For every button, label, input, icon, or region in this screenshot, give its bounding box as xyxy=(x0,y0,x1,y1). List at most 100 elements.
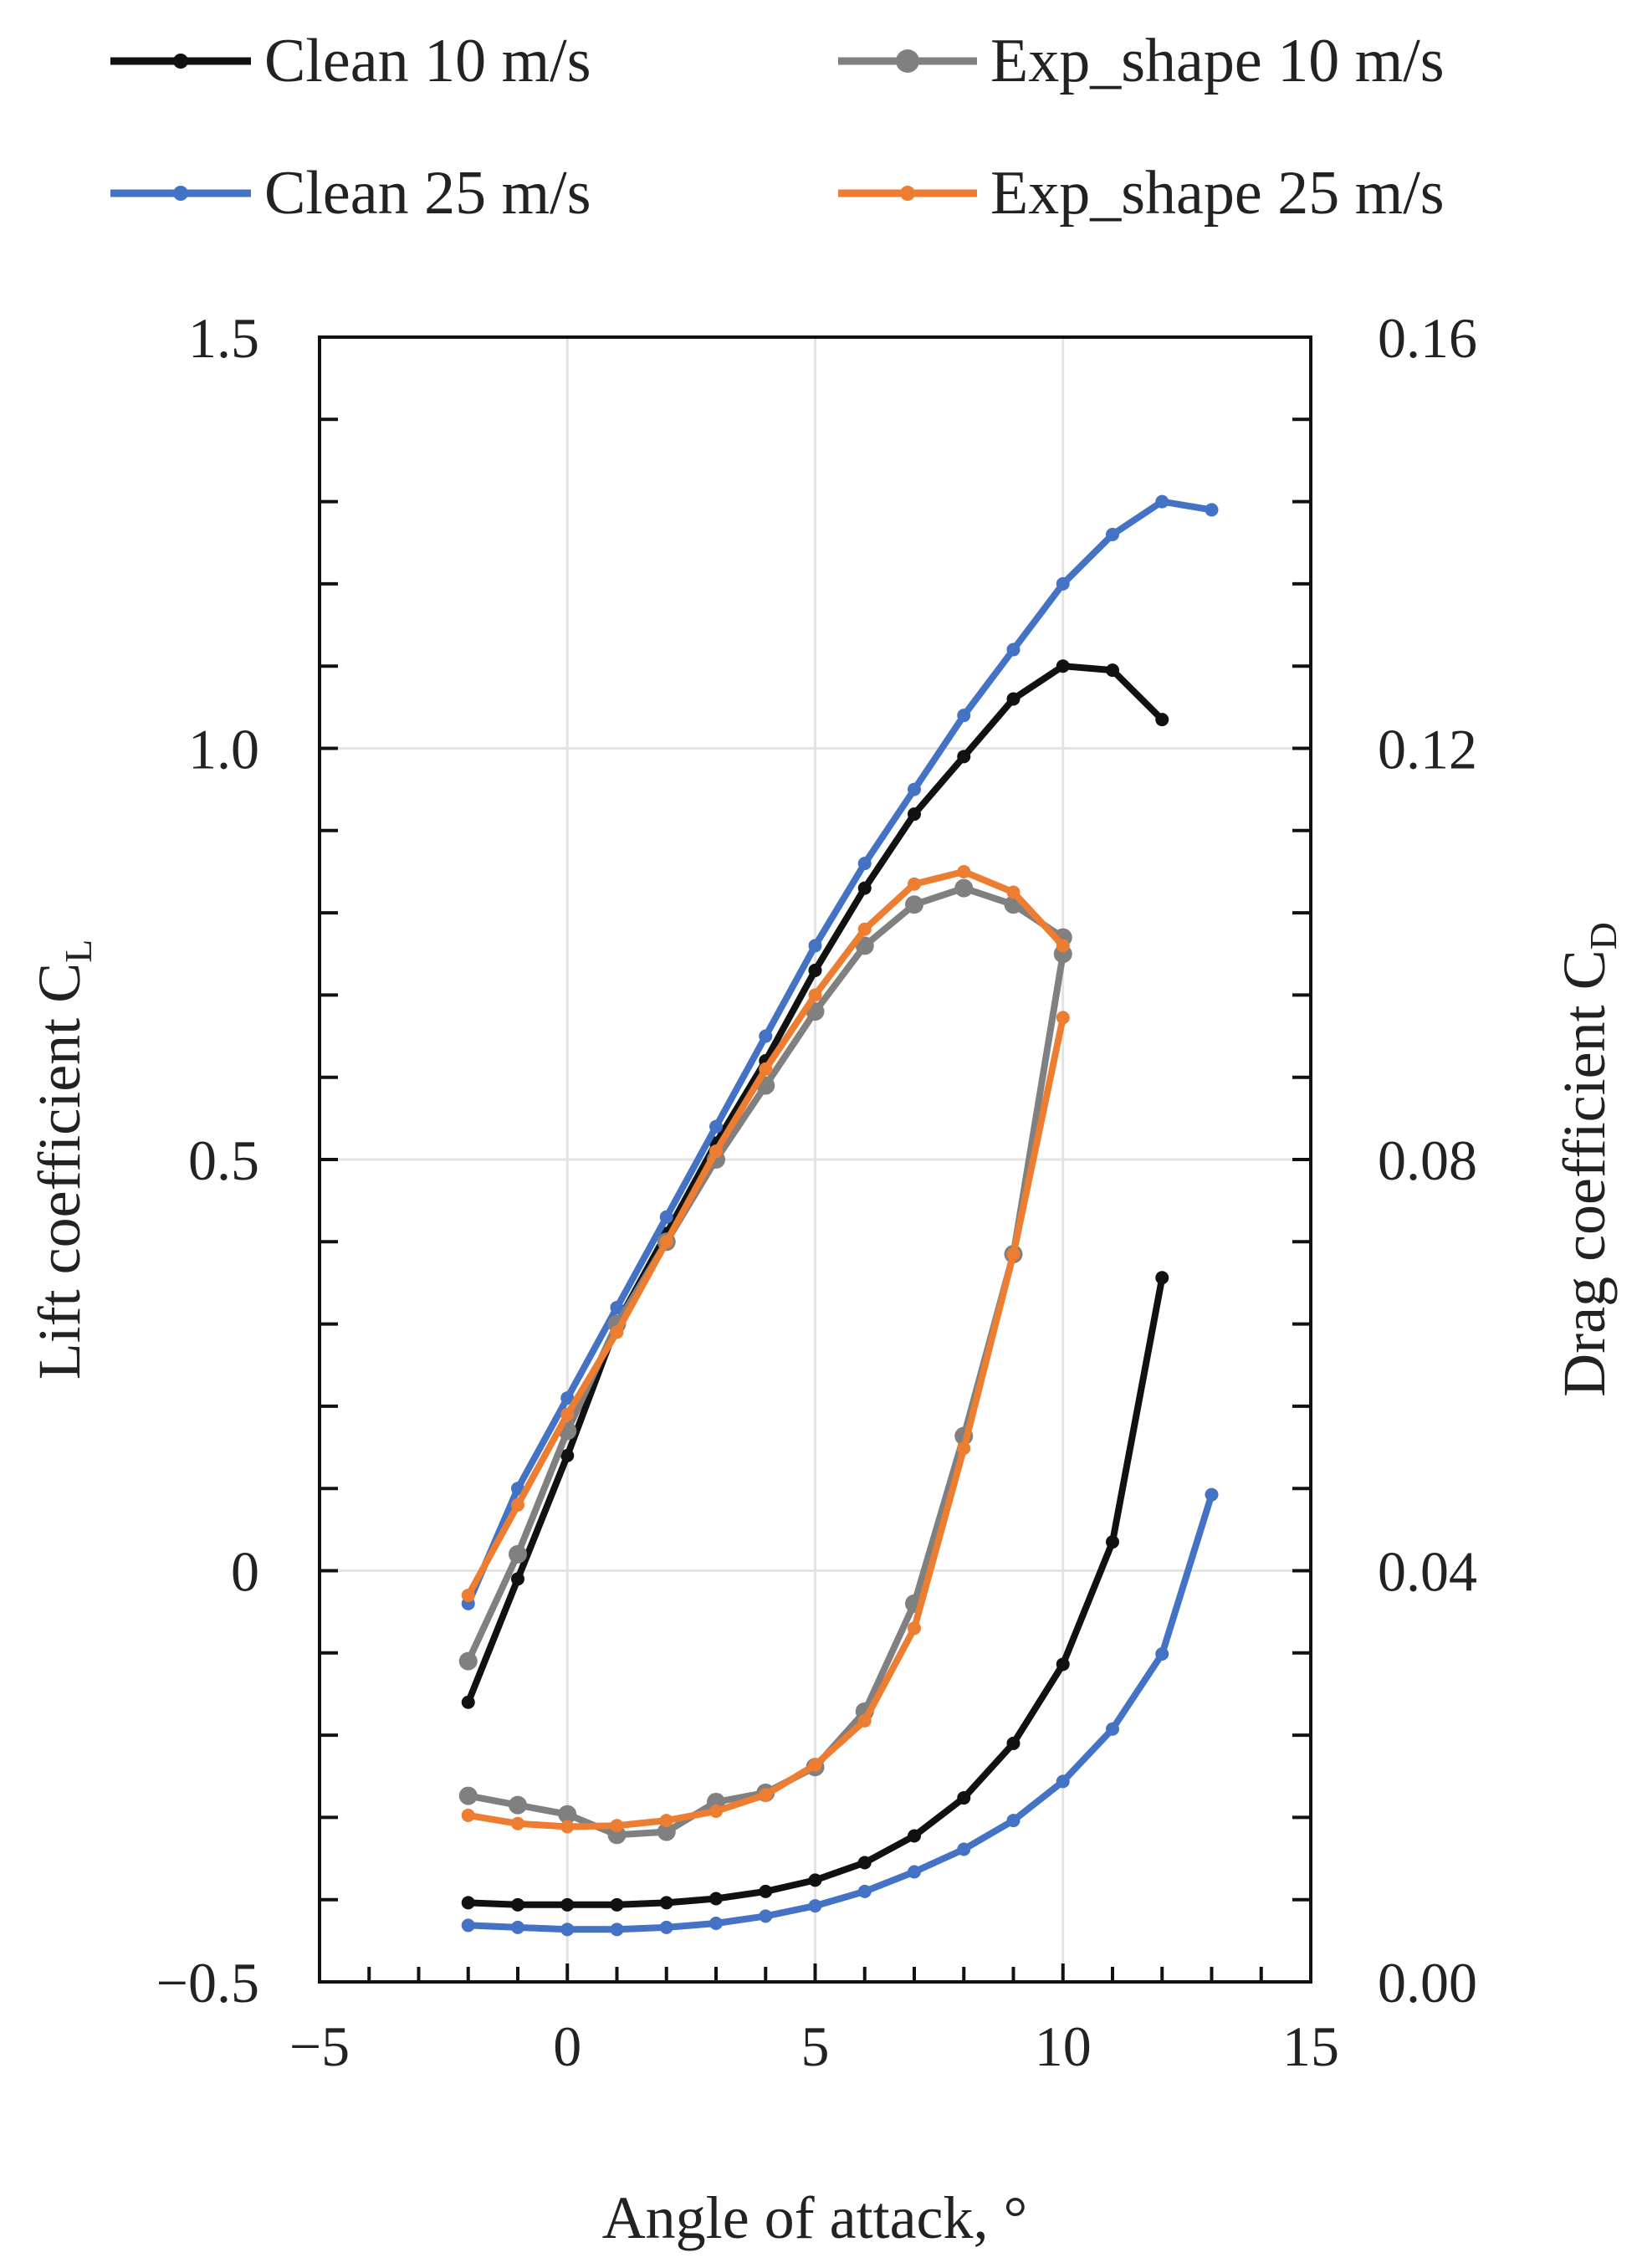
y-right-tick-label-2: 0.08 xyxy=(1378,1129,1477,1192)
data-point-cl-exp-shape-25-m-s xyxy=(1056,939,1070,953)
data-point-cd-clean-25-m-s xyxy=(659,1920,673,1934)
data-point-cl-exp-shape-10-m-s xyxy=(855,936,874,955)
data-point-cd-clean-25-m-s xyxy=(560,1922,575,1937)
data-point-cl-clean-25-m-s xyxy=(1205,503,1219,517)
data-point-cl-clean-25-m-s xyxy=(511,1482,524,1496)
data-point-cd-clean-10-m-s xyxy=(1106,1535,1119,1549)
data-point-cd-exp-shape-25-m-s xyxy=(511,1816,524,1830)
data-point-cl-exp-shape-25-m-s xyxy=(908,877,921,891)
data-point-cd-exp-shape-10-m-s xyxy=(509,1795,527,1815)
data-point-cl-exp-shape-25-m-s xyxy=(560,1407,575,1421)
y-right-axis-label: Drag coefficient CD xyxy=(1551,922,1624,1397)
data-point-cd-clean-25-m-s xyxy=(1106,1722,1119,1736)
y-left-tick-label-2: 0.5 xyxy=(188,1129,259,1192)
data-point-cl-exp-shape-25-m-s xyxy=(511,1497,524,1512)
data-point-cd-exp-shape-25-m-s xyxy=(908,1621,921,1636)
data-point-cd-exp-shape-10-m-s xyxy=(558,1805,577,1824)
data-point-cd-exp-shape-25-m-s xyxy=(759,1788,773,1802)
data-point-cl-clean-10-m-s xyxy=(1106,663,1119,678)
data-point-cl-exp-shape-10-m-s xyxy=(458,1651,478,1671)
data-point-cd-clean-25-m-s xyxy=(1155,1647,1169,1661)
series-line-cd-clean-25-m-s xyxy=(464,1491,1215,1933)
data-point-cd-clean-10-m-s xyxy=(461,1896,475,1910)
data-point-cd-clean-10-m-s xyxy=(908,1829,921,1843)
data-point-cl-exp-shape-25-m-s xyxy=(659,1235,673,1249)
y-left-axis-label-main: Lift coefficient C xyxy=(26,963,93,1380)
data-point-cl-clean-25-m-s xyxy=(1056,576,1070,591)
legend-entry-exp-10: Exp_shape 10 m/s xyxy=(838,27,1445,95)
legend-label-exp-25: Exp_shape 25 m/s xyxy=(990,159,1445,228)
data-point-cl-exp-shape-25-m-s xyxy=(610,1325,624,1339)
data-point-cl-clean-10-m-s xyxy=(461,1695,475,1709)
data-point-cl-clean-25-m-s xyxy=(759,1029,773,1043)
data-point-cl-exp-shape-10-m-s xyxy=(905,895,923,914)
x-tick-label-2: 5 xyxy=(801,2015,830,2078)
data-point-cd-clean-25-m-s xyxy=(461,1918,475,1933)
data-point-cd-clean-25-m-s xyxy=(709,1916,723,1930)
data-point-cd-clean-25-m-s xyxy=(610,1922,624,1937)
data-point-cl-clean-25-m-s xyxy=(1106,527,1119,541)
data-point-cl-exp-shape-25-m-s xyxy=(808,988,822,1002)
data-point-cl-exp-shape-25-m-s xyxy=(957,864,971,878)
tick-labels: −5 0 5 10 15 1.5 1.0 0.5 0 −0.5 0.16 0.12 0.08 0.04 0.… xyxy=(156,306,1477,2078)
data-point-cd-exp-shape-25-m-s xyxy=(957,1441,971,1456)
y-left-tick-label-1: 1.0 xyxy=(188,718,259,781)
y-left-tick-label-3: 0 xyxy=(231,1540,259,1604)
data-point-cd-clean-25-m-s xyxy=(1205,1487,1219,1502)
data-point-cd-exp-shape-25-m-s xyxy=(808,1758,822,1772)
legend-label-exp-10: Exp_shape 10 m/s xyxy=(990,27,1445,95)
data-point-cl-clean-25-m-s xyxy=(1155,494,1169,509)
y-right-tick-label-1: 0.12 xyxy=(1378,718,1477,781)
data-point-cl-clean-10-m-s xyxy=(1155,713,1169,727)
tick-marks xyxy=(318,335,1312,1984)
data-point-cl-exp-shape-25-m-s xyxy=(709,1144,723,1159)
data-point-cd-exp-shape-25-m-s xyxy=(709,1805,723,1819)
data-point-cd-clean-25-m-s xyxy=(957,1842,971,1856)
data-point-cl-clean-25-m-s xyxy=(560,1391,575,1405)
data-point-cl-clean-10-m-s xyxy=(857,881,872,895)
data-point-cd-exp-shape-25-m-s xyxy=(857,1713,872,1728)
data-point-cd-clean-25-m-s xyxy=(759,1909,773,1923)
series-line-cl-clean-25-m-s xyxy=(464,498,1215,1607)
y-right-tick-label-3: 0.04 xyxy=(1378,1540,1477,1604)
data-point-cl-clean-10-m-s xyxy=(1006,692,1020,706)
y-right-axis-label-sub: D xyxy=(1582,922,1624,950)
data-point-cd-exp-shape-25-m-s xyxy=(461,1808,475,1822)
data-point-cl-clean-25-m-s xyxy=(1006,643,1020,657)
y-left-axis-label: Lift coefficient CL xyxy=(26,939,100,1380)
data-point-cd-clean-10-m-s xyxy=(1056,1657,1070,1672)
data-point-cl-exp-shape-25-m-s xyxy=(759,1062,773,1076)
data-point-cd-clean-10-m-s xyxy=(709,1892,723,1906)
data-point-cd-clean-10-m-s xyxy=(759,1884,773,1898)
data-point-cd-clean-25-m-s xyxy=(808,1899,822,1913)
data-point-cl-clean-25-m-s xyxy=(610,1300,624,1314)
y-left-axis-label-sub: L xyxy=(57,939,100,963)
data-point-cd-clean-10-m-s xyxy=(1155,1271,1169,1285)
data-point-cd-exp-shape-25-m-s xyxy=(1056,1011,1070,1025)
y-left-tick-label-4: −0.5 xyxy=(156,1951,259,2015)
data-point-cl-clean-10-m-s xyxy=(560,1448,575,1462)
x-axis-label: Angle of attack, ° xyxy=(602,2184,1028,2251)
legend-label-clean-25: Clean 25 m/s xyxy=(264,159,591,228)
x-tick-label-1: 0 xyxy=(553,2015,581,2078)
data-point-cl-clean-25-m-s xyxy=(857,857,872,871)
data-point-cd-clean-10-m-s xyxy=(560,1897,575,1912)
legend-marker-clean-10 xyxy=(173,54,188,69)
gridlines xyxy=(318,335,1312,1984)
y-right-tick-label-0: 0.16 xyxy=(1378,306,1477,370)
legend-entry-exp-25: Exp_shape 25 m/s xyxy=(838,159,1445,228)
data-point-cl-clean-10-m-s xyxy=(908,807,921,822)
data-point-cl-clean-10-m-s xyxy=(511,1572,524,1586)
data-point-cl-clean-25-m-s xyxy=(808,939,822,953)
data-point-cl-exp-shape-10-m-s xyxy=(509,1544,527,1564)
data-point-cl-exp-shape-25-m-s xyxy=(1006,885,1020,899)
x-tick-label-4: 15 xyxy=(1282,2015,1339,2078)
legend-marker-exp-10 xyxy=(896,49,919,73)
data-point-cd-exp-shape-10-m-s xyxy=(657,1822,676,1841)
y-right-tick-label-4: 0.00 xyxy=(1378,1951,1477,2015)
data-point-cd-clean-25-m-s xyxy=(511,1920,524,1934)
legend-marker-exp-25 xyxy=(900,186,915,201)
legend-entry-clean-10: Clean 10 m/s xyxy=(110,27,591,95)
y-left-tick-label-0: 1.5 xyxy=(188,306,259,370)
